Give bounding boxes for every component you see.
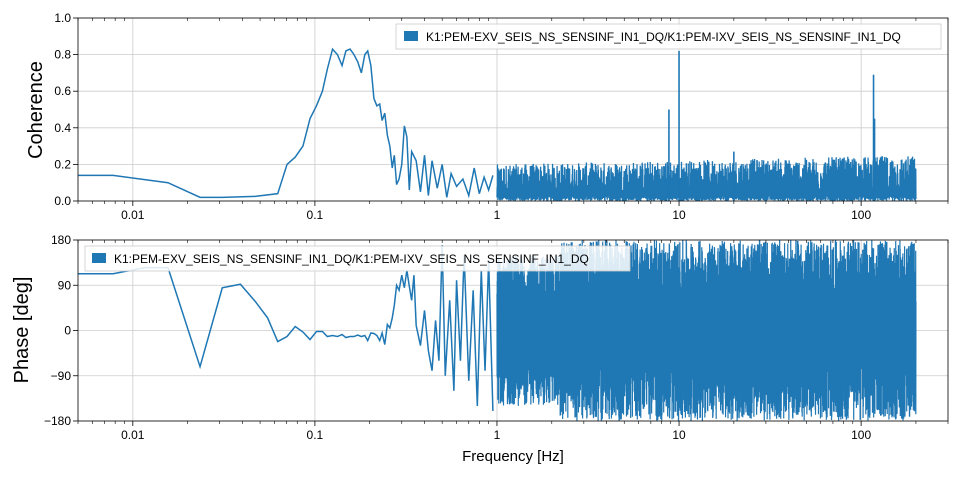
- coherence-axes-frame: [77, 17, 949, 202]
- y-tick-label: 0: [64, 324, 71, 338]
- legend-label: K1:PEM-EXV_SEIS_NS_SENSINF_IN1_DQ/K1:PEM…: [114, 252, 589, 266]
- coherence-x-ticks: 0.01 0.1 1 10 100: [77, 18, 949, 222]
- x-tick-label: 10: [672, 208, 686, 222]
- y-tick-label: 0.2: [54, 157, 71, 171]
- legend-swatch: [404, 31, 418, 41]
- coherence-plot-area: [78, 47, 917, 201]
- series-noise-trace: [496, 240, 917, 421]
- phase-x-ticks: 0.01 0.1 1 10 100: [77, 240, 949, 442]
- y-tick-label: 180: [51, 233, 71, 247]
- coherence-y-ticks: 0.0 0.2 0.4 0.6 0.8 1.0: [54, 11, 78, 208]
- x-tick-label: 100: [851, 428, 871, 442]
- phase-y-ticks: −180 −90 0 90 180: [44, 233, 78, 428]
- x-tick-label: 0.01: [121, 428, 145, 442]
- y-tick-label: 0.4: [54, 121, 71, 135]
- legend-label: K1:PEM-EXV_SEIS_NS_SENSINF_IN1_DQ/K1:PEM…: [426, 30, 901, 44]
- x-tick-label: 10: [672, 428, 686, 442]
- phase-y-axis-label: Phase [deg]: [11, 277, 33, 384]
- coherence-panel: 0.01 0.1 1 10 100 0.0 0.2 0.4 0.6 0.8 1.0 Coheren…: [25, 11, 949, 222]
- coherence-legend[interactable]: K1:PEM-EXV_SEIS_NS_SENSINF_IN1_DQ/K1:PEM…: [395, 23, 942, 50]
- coherence-y-axis-label: Coherence: [25, 61, 47, 159]
- y-tick-label: 1.0: [54, 11, 71, 25]
- y-tick-label: 0.6: [54, 84, 71, 98]
- series-noise-trace: [496, 156, 917, 201]
- legend-box: [395, 23, 942, 50]
- phase-legend[interactable]: K1:PEM-EXV_SEIS_NS_SENSINF_IN1_DQ/K1:PEM…: [84, 245, 631, 272]
- x-tick-label: 100: [851, 208, 871, 222]
- x-axis-label: Frequency [Hz]: [462, 448, 564, 465]
- legend-swatch: [92, 253, 106, 263]
- y-tick-label: −180: [44, 414, 71, 428]
- series-line: [78, 245, 494, 411]
- phase-plot-area: [78, 240, 917, 421]
- x-tick-label: 0.01: [121, 208, 145, 222]
- x-tick-label: 0.1: [307, 428, 324, 442]
- y-tick-label: 90: [58, 278, 72, 292]
- x-tick-label: 1: [494, 428, 501, 442]
- x-tick-label: 0.1: [307, 208, 324, 222]
- y-tick-label: 0.8: [54, 48, 71, 62]
- x-tick-label: 1: [494, 208, 501, 222]
- series-line: [78, 47, 494, 199]
- legend-box: [84, 245, 631, 272]
- y-tick-label: −90: [51, 369, 72, 383]
- y-tick-label: 0.0: [54, 194, 71, 208]
